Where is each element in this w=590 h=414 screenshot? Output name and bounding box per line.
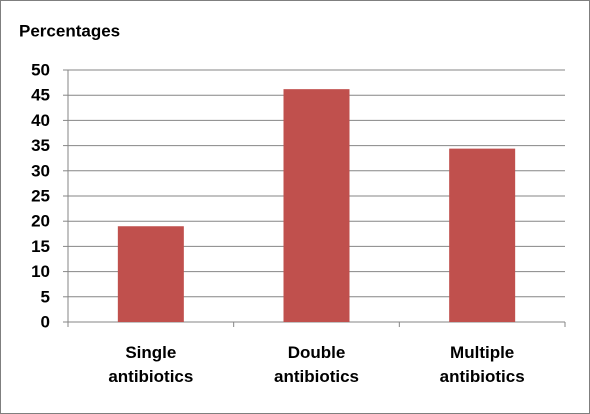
bar xyxy=(449,148,516,322)
y-tick-label: 45 xyxy=(31,86,50,105)
y-tick-label: 40 xyxy=(31,111,50,130)
y-tick-label: 0 xyxy=(41,312,50,331)
bar xyxy=(117,226,184,322)
y-tick-label: 20 xyxy=(31,212,50,231)
y-tick-label: 35 xyxy=(31,136,50,155)
y-tick-label: 25 xyxy=(31,186,50,205)
x-tick-label: Double antibiotics xyxy=(273,343,359,386)
bar xyxy=(283,89,350,322)
y-tick-label: 5 xyxy=(41,287,50,306)
y-tick-label: 15 xyxy=(31,237,50,256)
y-tick-label: 50 xyxy=(31,60,50,79)
x-tick-label: Single antibiotics xyxy=(108,343,194,386)
x-tick-label: Multiple antibiotics xyxy=(439,343,525,386)
y-tick-label: 10 xyxy=(31,262,50,281)
chart-title: Percentages xyxy=(19,21,120,40)
y-tick-label: 30 xyxy=(31,161,50,180)
